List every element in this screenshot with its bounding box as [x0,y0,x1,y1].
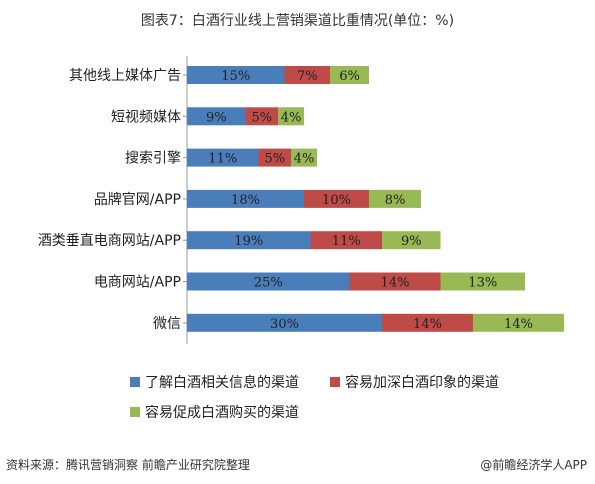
bar-segment [349,272,441,291]
data-label: 5% [264,152,285,167]
data-label: 14% [413,317,442,332]
category-label: 电商网站/APP [94,275,181,291]
bar-segment [258,148,291,167]
bar-segment [291,148,317,167]
legend-label: 容易加深白酒印象的渠道 [345,375,499,391]
legend-swatch [130,377,140,387]
bar-segment [369,189,421,208]
bar-segment [187,272,350,291]
data-label: 6% [339,69,360,84]
data-label: 4% [294,152,315,167]
bar-segment [382,231,441,250]
category-label: 酒类垂直电商网站/APP [38,232,181,249]
data-label: 18% [231,193,260,208]
bar-segment [187,148,259,167]
legend-label: 容易促成白酒购买的渠道 [145,405,299,421]
legend-swatch [130,407,140,417]
legend-item-series-0: 了解白酒相关信息的渠道 [130,372,299,392]
data-label: 11% [208,152,237,167]
data-label: 30% [270,317,299,332]
bar-segment [440,272,525,291]
legend-swatch [330,377,340,387]
chart-title: 图表7：白酒行业线上营销渠道比重情况(单位：%) [140,13,455,29]
bar-segment [330,66,369,84]
bar-segment [473,313,564,332]
data-label: 14% [381,276,410,291]
bar-segment [304,189,369,208]
data-label: 9% [401,234,422,249]
legend-label: 了解白酒相关信息的渠道 [145,375,299,391]
data-label: 14% [504,317,533,332]
bar-segment [187,189,304,208]
bar-segment [278,107,304,126]
brand-credit: @前瞻经济学人APP [480,458,587,472]
data-label: 25% [254,276,283,291]
data-label: 15% [221,69,250,84]
bar-segment [187,107,246,126]
legend-item-series-1: 容易加深白酒印象的渠道 [330,372,499,392]
data-label: 7% [297,69,318,84]
legend-item-series-2: 容易促成白酒购买的渠道 [130,402,299,422]
category-label: 品牌官网/APP [94,191,181,208]
data-label: 10% [322,193,351,208]
bar-segment [187,231,311,250]
bar-segment [245,107,278,126]
data-label: 5% [251,110,272,125]
bar-segment [187,313,382,332]
bar-segment [187,66,285,84]
data-label: 11% [332,234,361,249]
category-label: 其他线上媒体广告 [69,68,181,84]
data-label: 19% [234,234,263,249]
data-label: 8% [385,193,406,208]
bar-segment [310,231,382,250]
source-note: 资料来源：腾讯营销洞察 前瞻产业研究院整理 [6,458,250,472]
data-label: 9% [206,110,227,125]
data-label: 4% [281,110,302,125]
category-label: 微信 [153,316,181,332]
data-label: 13% [468,276,497,291]
bar-segment [382,313,473,332]
bar-segment [284,66,330,84]
category-label: 搜索引擎 [125,150,181,167]
category-label: 短视频媒体 [111,109,181,125]
